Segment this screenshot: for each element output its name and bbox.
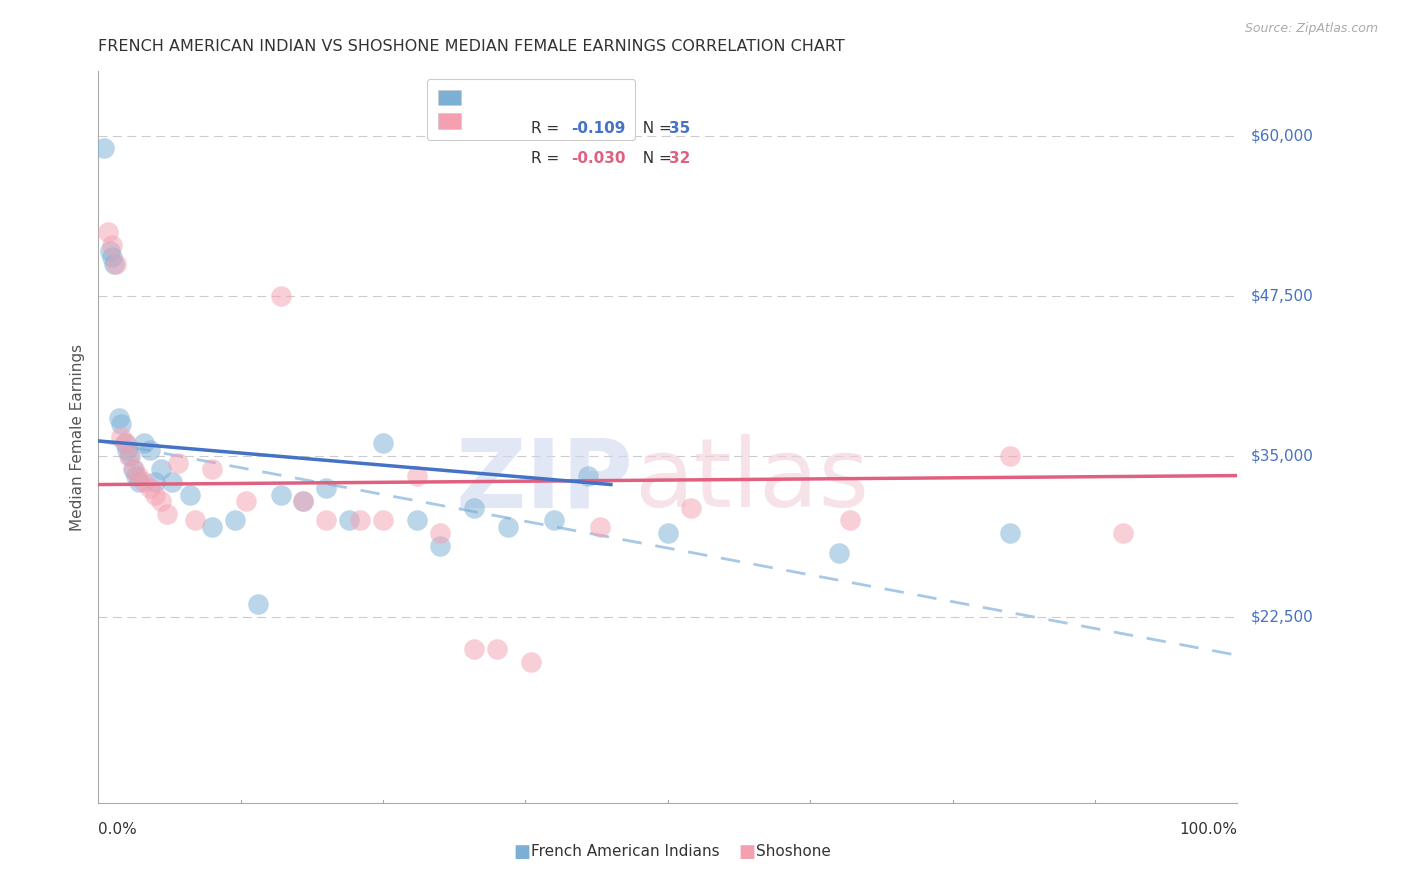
Point xyxy=(839,514,862,528)
Point xyxy=(292,494,315,508)
Point xyxy=(96,225,118,239)
Point xyxy=(315,514,337,528)
Point xyxy=(145,475,167,489)
Text: Shoshone: Shoshone xyxy=(756,845,831,859)
Text: French American Indians: French American Indians xyxy=(531,845,720,859)
Point xyxy=(429,539,451,553)
Point xyxy=(156,507,179,521)
Point xyxy=(125,468,148,483)
Text: -0.109: -0.109 xyxy=(571,121,626,136)
Point xyxy=(184,514,207,528)
Point xyxy=(543,514,565,528)
Point xyxy=(167,456,190,470)
Text: R =: R = xyxy=(531,151,565,166)
Point xyxy=(498,520,520,534)
Point xyxy=(828,545,851,559)
Text: N =: N = xyxy=(633,121,676,136)
Point xyxy=(110,417,132,432)
Text: -0.030: -0.030 xyxy=(571,151,626,166)
Text: ■: ■ xyxy=(738,843,755,861)
Point xyxy=(1112,526,1135,541)
Point xyxy=(108,410,131,425)
Text: ZIP: ZIP xyxy=(456,434,634,527)
Point xyxy=(115,442,138,457)
Point xyxy=(520,655,543,669)
Point xyxy=(406,514,429,528)
Point xyxy=(138,482,160,496)
Legend: R =  -0.109   N = 35, R =  -0.030   N = 32: R = -0.109 N = 35, R = -0.030 N = 32 xyxy=(427,79,636,140)
Point xyxy=(588,520,610,534)
Point xyxy=(118,450,141,464)
Point xyxy=(120,450,142,464)
Point xyxy=(292,494,315,508)
Point xyxy=(122,462,145,476)
Point xyxy=(224,514,246,528)
Point xyxy=(114,436,136,450)
Point xyxy=(246,597,269,611)
Point xyxy=(315,482,337,496)
Point xyxy=(679,500,702,515)
Point xyxy=(150,462,173,476)
Point xyxy=(337,514,360,528)
Point xyxy=(101,237,124,252)
Text: atlas: atlas xyxy=(634,434,869,527)
Text: $60,000: $60,000 xyxy=(1251,128,1315,143)
Point xyxy=(371,436,394,450)
Point xyxy=(235,494,257,508)
Point xyxy=(463,500,485,515)
Point xyxy=(576,468,599,483)
Point xyxy=(201,520,224,534)
Point xyxy=(127,468,149,483)
Text: 35: 35 xyxy=(669,121,690,136)
Point xyxy=(998,526,1021,541)
Point xyxy=(103,257,125,271)
Text: 0.0%: 0.0% xyxy=(98,822,138,837)
Point xyxy=(349,514,371,528)
Point xyxy=(128,475,150,489)
Point xyxy=(657,526,679,541)
Point xyxy=(179,488,201,502)
Text: $35,000: $35,000 xyxy=(1251,449,1315,464)
Point xyxy=(486,641,509,656)
Point xyxy=(201,462,224,476)
Point xyxy=(98,244,121,258)
Point xyxy=(429,526,451,541)
Point xyxy=(150,494,173,508)
Point xyxy=(406,468,429,483)
Text: N =: N = xyxy=(633,151,676,166)
Point xyxy=(101,251,124,265)
Text: Source: ZipAtlas.com: Source: ZipAtlas.com xyxy=(1244,22,1378,36)
Point xyxy=(145,488,167,502)
Text: ■: ■ xyxy=(513,843,530,861)
Point xyxy=(270,289,292,303)
Point xyxy=(162,475,184,489)
Point xyxy=(371,514,394,528)
Text: 32: 32 xyxy=(669,151,690,166)
Point xyxy=(270,488,292,502)
Point xyxy=(121,462,143,476)
Point xyxy=(463,641,485,656)
Text: $22,500: $22,500 xyxy=(1251,609,1315,624)
Y-axis label: Median Female Earnings: Median Female Earnings xyxy=(69,343,84,531)
Point xyxy=(998,450,1021,464)
Text: 100.0%: 100.0% xyxy=(1180,822,1237,837)
Point xyxy=(104,257,127,271)
Point xyxy=(114,436,136,450)
Text: $47,500: $47,500 xyxy=(1251,288,1315,303)
Point xyxy=(132,475,155,489)
Text: FRENCH AMERICAN INDIAN VS SHOSHONE MEDIAN FEMALE EARNINGS CORRELATION CHART: FRENCH AMERICAN INDIAN VS SHOSHONE MEDIA… xyxy=(98,38,845,54)
Point xyxy=(93,141,115,155)
Point xyxy=(132,436,155,450)
Point xyxy=(110,430,132,444)
Point xyxy=(138,442,160,457)
Text: R =: R = xyxy=(531,121,565,136)
